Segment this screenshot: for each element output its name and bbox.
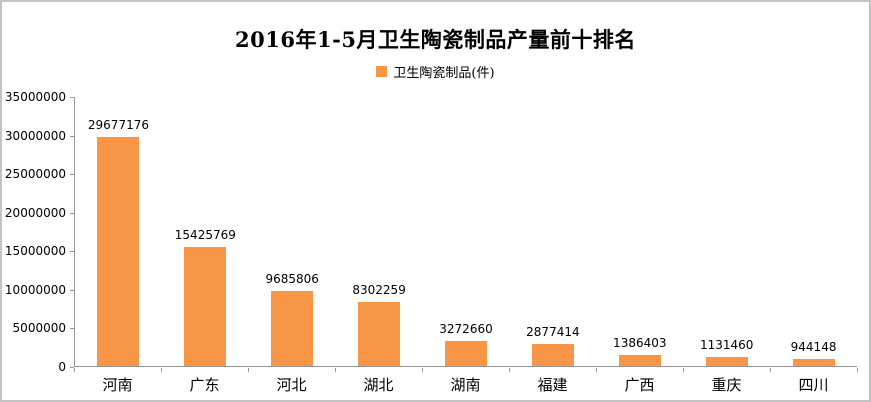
y-axis-ticks <box>70 97 74 368</box>
bar-3 <box>271 291 314 366</box>
y-axis-tick-label: 0 <box>58 360 66 374</box>
x-axis-label: 河南 <box>102 376 133 394</box>
y-axis-tick-label: 10000000 <box>4 282 66 297</box>
bar-value-label: 1386403 <box>613 336 667 350</box>
bar-column-3: 9685806 <box>249 97 336 366</box>
y-axis-tick-label: 5000000 <box>12 321 66 336</box>
bar-value-label: 1131460 <box>699 338 754 352</box>
y-tick-mark <box>70 251 74 253</box>
bar-value-label: 944148 <box>790 340 837 354</box>
plot-area: 29677176 15425769 9685806 8302259 3272660 287… <box>74 97 857 367</box>
bar-1 <box>97 137 140 366</box>
bar-5 <box>445 341 487 366</box>
bar-column-7: 1386403 <box>596 97 683 366</box>
x-axis-label: 湖南 <box>450 376 481 394</box>
y-axis-tick-label: 30000000 <box>4 128 66 143</box>
y-tick-mark <box>70 212 74 214</box>
chart-title: 2016年1-5月卫生陶瓷制品产量前十排名 <box>235 27 636 52</box>
x-tick-mark <box>422 368 423 372</box>
bar-column-1: 29677176 <box>75 97 162 366</box>
x-tick-mark <box>770 368 771 372</box>
x-axis-label: 广西 <box>624 376 655 394</box>
bar-value-label: 8302259 <box>352 283 406 297</box>
bar-column-6: 2877414 <box>509 97 596 366</box>
x-tick-mark <box>335 368 336 372</box>
y-tick-mark <box>70 367 74 368</box>
x-tick-mark <box>74 368 75 372</box>
y-axis-tick-label: 35000000 <box>4 90 66 104</box>
legend-marker-icon <box>376 66 388 77</box>
bar-8 <box>705 357 748 366</box>
y-tick-mark <box>70 135 74 137</box>
y-tick-mark <box>70 97 74 98</box>
y-axis-labels: 0 5000000 10000000 15000000 20000000 25000000… <box>2 90 66 374</box>
x-axis-label: 福建 <box>537 376 568 394</box>
y-tick-mark <box>70 328 74 330</box>
y-axis-tick-label: 20000000 <box>4 205 66 220</box>
x-tick-mark <box>596 368 597 372</box>
bar-column-8: 1131460 <box>683 97 770 366</box>
bar-9 <box>792 359 835 366</box>
bar-value-label: 29677176 <box>87 118 149 132</box>
bar-column-4: 8302259 <box>336 97 423 366</box>
x-tick-mark <box>161 368 162 372</box>
bar-value-label: 3272660 <box>439 322 493 336</box>
x-tick-mark <box>683 368 684 372</box>
x-tick-mark <box>857 368 858 372</box>
y-tick-mark <box>70 174 74 176</box>
x-axis-labels: 河南 广东 河北 湖北 湖南 福建 广西 重庆 四川 <box>74 374 857 395</box>
y-axis-tick-label: 25000000 <box>4 167 66 182</box>
bar-column-5: 3272660 <box>423 97 510 366</box>
x-axis-label: 四川 <box>798 376 829 394</box>
bar-value-label: 15425769 <box>174 228 236 242</box>
bar-column-2: 15425769 <box>162 97 249 366</box>
legend: 卫生陶瓷制品(件) <box>2 62 869 81</box>
bar-6 <box>531 344 574 366</box>
x-axis-ticks <box>74 368 858 372</box>
legend-label: 卫生陶瓷制品(件) <box>393 66 495 81</box>
x-axis-label: 重庆 <box>711 376 742 394</box>
y-tick-mark <box>70 289 74 291</box>
bar-value-label: 9685806 <box>265 272 319 286</box>
x-axis-label: 河北 <box>276 376 307 394</box>
bar-column-9: 944148 <box>770 97 857 366</box>
x-axis-label: 广东 <box>189 376 220 394</box>
bar-2 <box>184 247 227 366</box>
bar-value-label: 2877414 <box>526 325 580 339</box>
x-tick-mark <box>248 368 249 372</box>
bar-7 <box>618 355 661 366</box>
x-tick-mark <box>509 368 510 372</box>
bar-4 <box>358 302 401 366</box>
y-axis-tick-label: 15000000 <box>4 244 66 259</box>
x-axis-label: 湖北 <box>363 376 394 394</box>
